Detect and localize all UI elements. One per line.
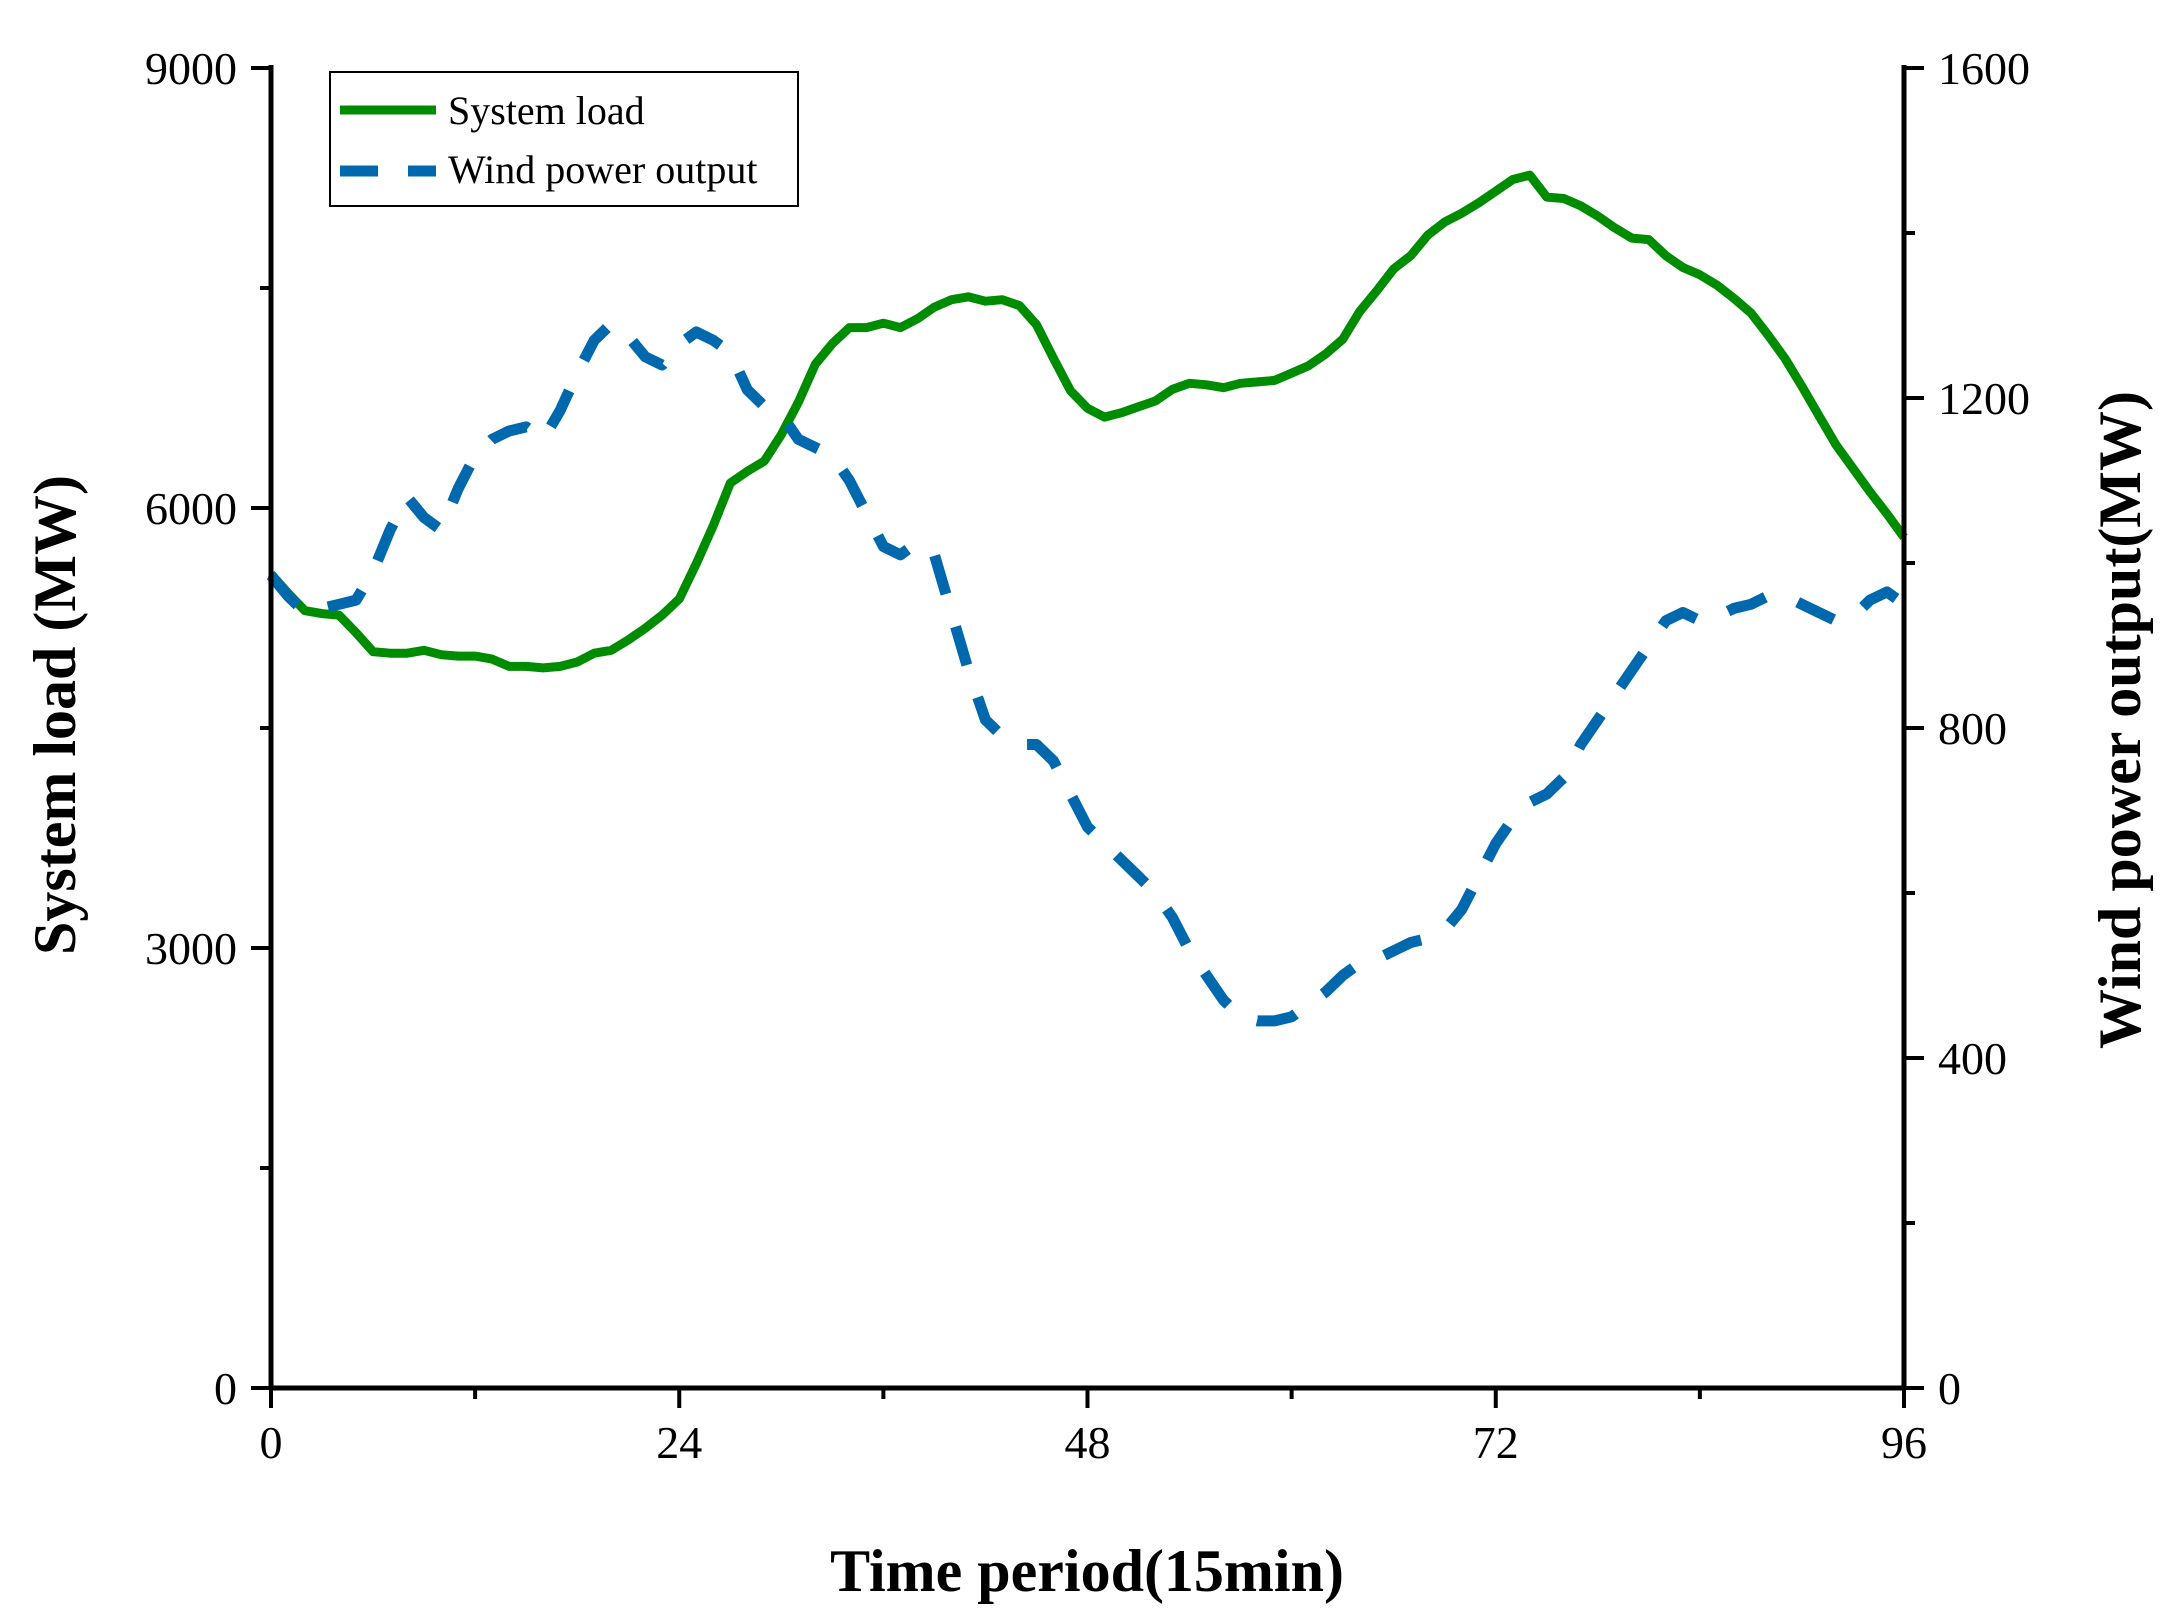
x-tick-label: 24 (656, 1417, 702, 1468)
system-load-line (267, 170, 1908, 673)
y-left-tick-label: 0 (214, 1363, 237, 1414)
y-right-tick-label: 1200 (1938, 373, 2030, 424)
axis-ticks (251, 66, 1924, 1408)
right-y-axis-title: Wind power output(MW) (2087, 391, 2153, 1049)
wind-power-output-line (266, 318, 1908, 1027)
y-right-tick-label: 1600 (1938, 43, 2030, 94)
x-tick-label: 48 (1065, 1417, 1111, 1468)
x-tick-label: 72 (1473, 1417, 1519, 1468)
legend-label-wind-power: Wind power output (448, 147, 757, 192)
series-lines (266, 170, 1908, 1027)
legend-label-system-load: System load (448, 88, 645, 133)
y-right-tick-label: 800 (1938, 703, 2007, 754)
y-left-tick-label: 3000 (145, 923, 237, 974)
legend: System load Wind power output (329, 71, 799, 207)
y-left-tick-label: 6000 (145, 483, 237, 534)
x-tick-label: 96 (1881, 1417, 1927, 1468)
x-axis-title: Time period(15min) (830, 1538, 1344, 1604)
left-y-axis-title: System load (MW) (22, 475, 88, 955)
y-right-tick-label: 0 (1938, 1363, 1961, 1414)
y-left-tick-label: 9000 (145, 43, 237, 94)
y-right-tick-label: 400 (1938, 1033, 2007, 1084)
x-tick-label: 0 (260, 1417, 283, 1468)
legend-box (329, 71, 799, 207)
